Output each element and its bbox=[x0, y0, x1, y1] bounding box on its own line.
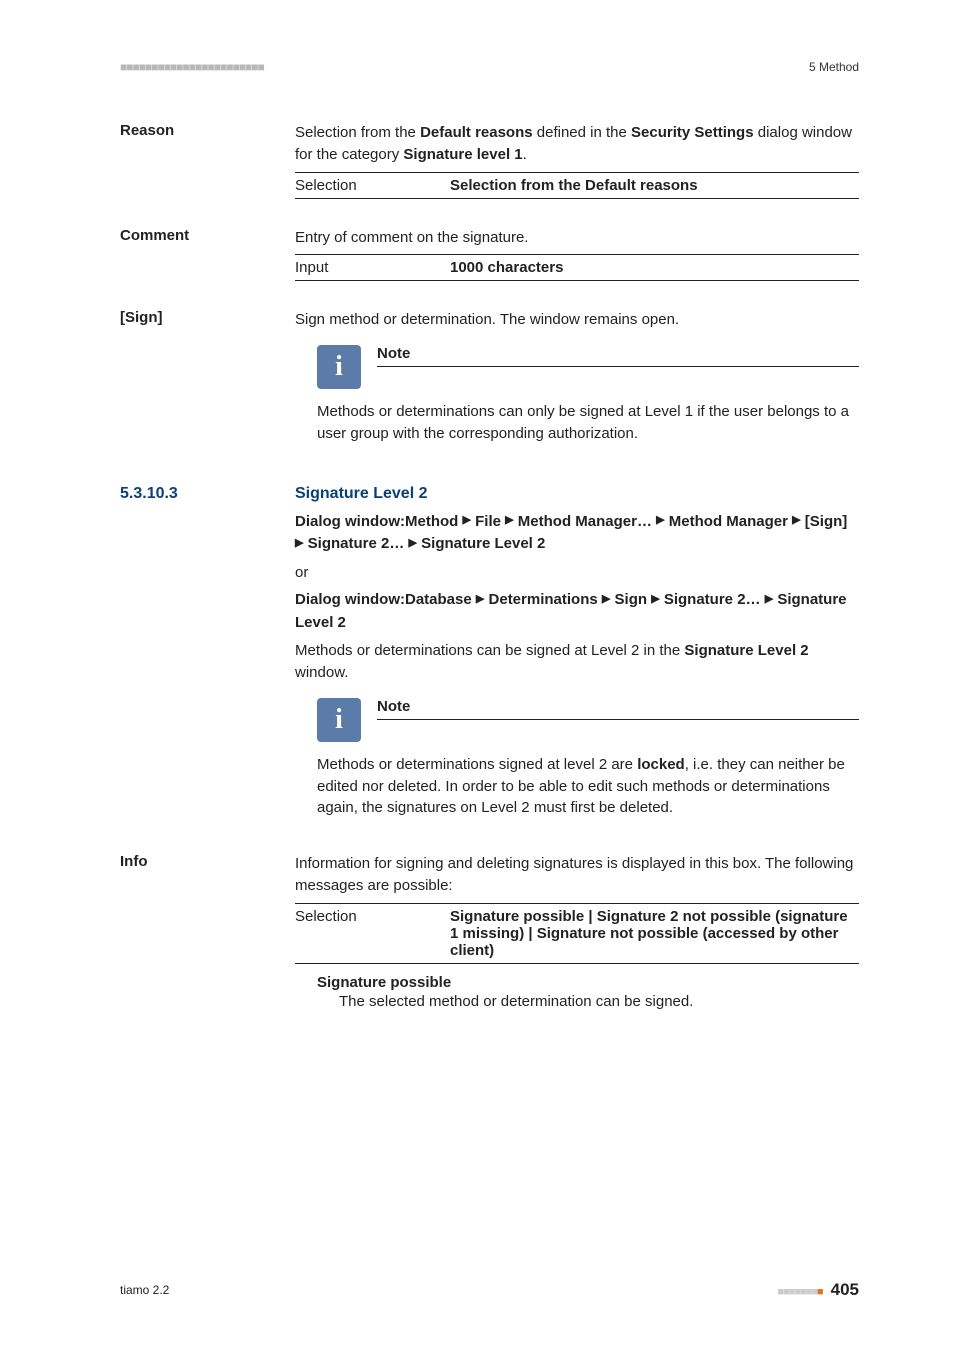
subsection-para: Methods or determinations can be signed … bbox=[295, 640, 859, 684]
note-body: Methods or determinations can only be si… bbox=[317, 401, 859, 445]
subsection-note: i Note Methods or determinations signed … bbox=[295, 698, 859, 819]
footer-dashes-accent: ■ bbox=[817, 1286, 823, 1298]
subsection-number: 5.3.10.3 bbox=[120, 485, 295, 503]
sign-section: [Sign] Sign method or determination. The… bbox=[120, 309, 859, 458]
dialog-path-1: Dialog window:Method ▶ File ▶ Method Man… bbox=[295, 511, 859, 556]
footer-left: tiamo 2.2 bbox=[120, 1283, 169, 1297]
footer-page-number: 405 bbox=[831, 1280, 859, 1299]
comment-body: Entry of comment on the signature. bbox=[295, 227, 859, 249]
note-title: Note bbox=[377, 345, 859, 367]
definition-body: The selected method or determination can… bbox=[295, 991, 859, 1013]
spec-value: Signature possible | Signature 2 not pos… bbox=[450, 903, 859, 963]
text-bold: Default reasons bbox=[420, 124, 533, 141]
subsection-title: Signature Level 2 bbox=[295, 485, 428, 503]
subsection-heading: 5.3.10.3 Signature Level 2 bbox=[120, 485, 859, 503]
info-spec-table: Selection Signature possible | Signature… bbox=[295, 903, 859, 964]
info-section: Info Information for signing and deletin… bbox=[120, 853, 859, 1012]
definition-block: Signature possible The selected method o… bbox=[295, 974, 859, 1013]
reason-section: Reason Selection from the Default reason… bbox=[120, 122, 859, 203]
footer-dashes: ■■■■■■■■ bbox=[777, 1286, 824, 1298]
subsection-body: Dialog window:Method ▶ File ▶ Method Man… bbox=[120, 511, 859, 834]
text: . bbox=[523, 146, 527, 163]
text: Methods or determinations can be signed … bbox=[295, 642, 684, 659]
comment-section: Comment Entry of comment on the signatur… bbox=[120, 227, 859, 286]
info-term: Info bbox=[120, 853, 295, 870]
text-bold: Security Settings bbox=[631, 124, 754, 141]
text: window. bbox=[295, 664, 348, 681]
spec-value: 1000 characters bbox=[450, 255, 859, 281]
info-icon: i bbox=[317, 345, 361, 389]
info-icon: i bbox=[317, 698, 361, 742]
definition-term: Signature possible bbox=[295, 974, 859, 991]
note-title: Note bbox=[377, 698, 859, 720]
reason-body: Selection from the Default reasons defin… bbox=[295, 122, 859, 166]
text: defined in the bbox=[533, 124, 631, 141]
comment-spec-table: Input 1000 characters bbox=[295, 254, 859, 281]
header-section-label: 5 Method bbox=[809, 60, 859, 74]
text-bold: Signature level 1 bbox=[403, 146, 522, 163]
reason-term: Reason bbox=[120, 122, 295, 139]
text: Methods or determinations signed at leve… bbox=[317, 756, 637, 773]
info-body: Information for signing and deleting sig… bbox=[295, 853, 859, 897]
text-bold: Signature Level 2 bbox=[684, 642, 808, 659]
sign-note: i Note Methods or determinations can onl… bbox=[295, 345, 859, 445]
sign-body: Sign method or determination. The window… bbox=[295, 309, 859, 331]
dialog-path-2: Dialog window:Database ▶ Determinations … bbox=[295, 589, 859, 634]
comment-term: Comment bbox=[120, 227, 295, 244]
note-body: Methods or determinations signed at leve… bbox=[317, 754, 859, 819]
footer-dashes-gray: ■■■■■■■ bbox=[777, 1286, 817, 1298]
spec-label: Input bbox=[295, 255, 450, 281]
text-bold: locked bbox=[637, 756, 685, 773]
page-header: ■■■■■■■■■■■■■■■■■■■■■■■ 5 Method bbox=[120, 60, 859, 74]
spec-label: Selection bbox=[295, 172, 450, 198]
spec-label: Selection bbox=[295, 903, 450, 963]
page-footer: tiamo 2.2 ■■■■■■■■ 405 bbox=[120, 1280, 859, 1300]
header-dashes: ■■■■■■■■■■■■■■■■■■■■■■■ bbox=[120, 60, 264, 74]
sign-term: [Sign] bbox=[120, 309, 295, 326]
or-text: or bbox=[295, 562, 859, 584]
reason-spec-table: Selection Selection from the Default rea… bbox=[295, 172, 859, 199]
spec-value: Selection from the Default reasons bbox=[450, 172, 859, 198]
text: Selection from the bbox=[295, 124, 420, 141]
footer-right: ■■■■■■■■ 405 bbox=[777, 1280, 859, 1300]
